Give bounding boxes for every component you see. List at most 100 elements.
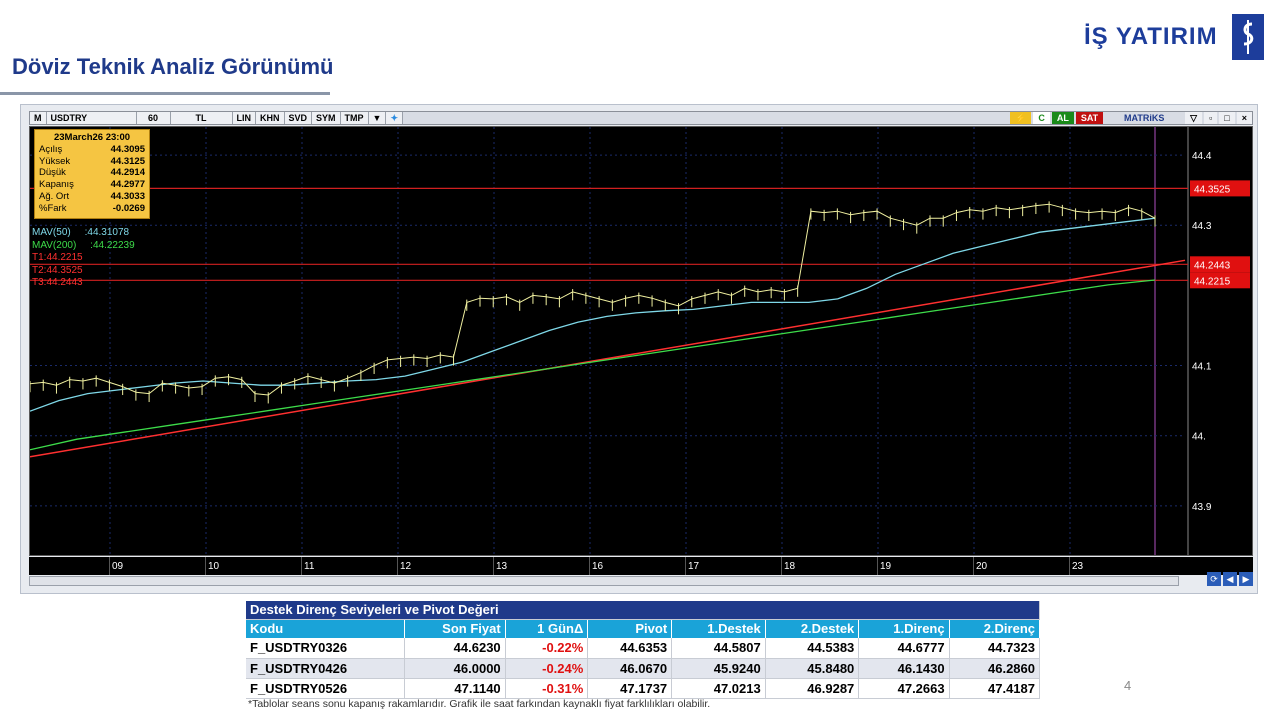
x-tick-label: 10: [205, 557, 219, 575]
infobox-value: 44.2914: [110, 167, 145, 179]
infobox-value: 44.3033: [110, 190, 145, 202]
y-tick-label: 44.1: [1192, 362, 1212, 373]
maximize-icon[interactable]: □: [1219, 112, 1235, 124]
khn-button[interactable]: KHN: [256, 112, 285, 124]
scroll-controls: ⟳ ◀ ▶: [1207, 571, 1253, 587]
column-header: 1 GünΔ: [505, 619, 589, 638]
tmp-button[interactable]: TMP: [340, 112, 369, 124]
brand-logo: İŞ YATIRIM: [1084, 14, 1264, 60]
twitter-icon[interactable]: ✦: [386, 112, 403, 124]
infobox-value: 44.2977: [110, 179, 145, 191]
infobox-label: Açılış: [39, 144, 63, 155]
y-tick-label: 44.4: [1192, 151, 1212, 162]
chart-plot-area[interactable]: 44.4 44.3 44.1 44. 43.9 44.3525 44.2443 44.2215…: [29, 126, 1253, 556]
window-menu-icon[interactable]: ▽: [1185, 112, 1203, 124]
infobox-row: Yüksek 44.3125: [39, 156, 145, 168]
table-cell: F_USDTRY0426: [246, 658, 405, 679]
scroll-right-icon[interactable]: ▶: [1239, 572, 1253, 586]
ohlc-infobox: 23March26 23:00 Açılış 44.3095 Yüksek 44.3…: [34, 129, 150, 219]
infobox-row: Ağ. Ort 44.3033: [39, 191, 145, 203]
buy-button[interactable]: AL: [1051, 112, 1074, 124]
menu-button[interactable]: M: [30, 112, 47, 124]
infobox-row: Açılış 44.3095: [39, 144, 145, 156]
legend-t3: T3:44.2443: [32, 277, 83, 288]
pivot-table: Destek Direnç Seviyeleri ve Pivot Değeri…: [246, 601, 1041, 699]
table-cell: 45.9240: [671, 658, 766, 679]
infobox-label: Düşük: [39, 167, 66, 179]
legend-mav50: MAV(50) :44.31078: [32, 227, 130, 238]
table-cell: 44.5383: [765, 638, 860, 659]
table-cell: 44.5807: [671, 638, 766, 659]
logo-text: İŞ YATIRIM: [1084, 23, 1218, 50]
table-cell: 47.4187: [949, 678, 1041, 699]
svd-button[interactable]: SVD: [284, 112, 313, 124]
level-tag: [1190, 272, 1250, 289]
level-tag: [1190, 256, 1250, 273]
brand-label: MATRiKS: [1124, 113, 1165, 123]
infobox-label: Ağ. Ort: [39, 190, 70, 202]
infobox-row: Kapanış 44.2977: [39, 179, 145, 191]
infobox-value: 44.3125: [110, 155, 145, 167]
table-cell: -0.24%: [505, 658, 589, 679]
scroll-left-icon[interactable]: ◀: [1223, 572, 1237, 586]
infobox-label: Yüksek: [39, 155, 71, 167]
infobox-value: 44.3095: [110, 144, 145, 155]
level-label: 44.3525: [1194, 184, 1231, 195]
level-tag: [1190, 180, 1250, 197]
lightning-icon[interactable]: ⚡: [1010, 112, 1032, 124]
table-title: Destek Direnç Seviyeleri ve Pivot Değeri: [246, 601, 1040, 620]
symbol-field[interactable]: USDTRY: [46, 112, 137, 124]
chart-toolbar: M USDTRY 60 TL LIN KHN SVD SYM TMP ▼ ✦ ⚡…: [29, 111, 1253, 125]
pivot-table-container: Destek Direnç Seviyeleri ve Pivot Değeri…: [246, 601, 1041, 699]
minimize-icon[interactable]: ▫: [1204, 112, 1218, 124]
sync-icon[interactable]: ⟳: [1207, 572, 1221, 586]
table-cell: 44.6230: [404, 638, 506, 659]
x-tick-label: 20: [973, 557, 987, 575]
table-cell: 47.1140: [404, 678, 506, 699]
indicator-legend: MAV(50) :44.31078 MAV(200) :44.22239 T1:…: [32, 227, 135, 290]
dropdown-arrow-icon[interactable]: ▼: [368, 112, 387, 124]
table-cell: 45.8480: [765, 658, 860, 679]
price-line: [29, 203, 1156, 396]
table-cell: 44.6777: [858, 638, 950, 659]
table-cell: 46.1430: [858, 658, 950, 679]
infobox-date: 23March26 23:00: [53, 132, 131, 143]
table-cell: 47.0213: [671, 678, 766, 699]
currency-field[interactable]: TL: [170, 112, 233, 124]
column-header: Son Fiyat: [404, 619, 506, 638]
x-axis: 09 10 11 12 13 16 17 18 19 20 23: [29, 557, 1253, 575]
page-number: 4: [1124, 678, 1132, 693]
level-label: 44.2215: [1194, 276, 1231, 287]
column-header: 1.Destek: [671, 619, 766, 638]
table-cell: 46.0000: [404, 658, 506, 679]
table-row: F_USDTRY0326 44.6230 -0.22% 44.6353 44.5…: [246, 638, 1041, 659]
legend-t1: T1:44.2215: [32, 252, 83, 263]
x-tick-label: 12: [397, 557, 411, 575]
table-header-row: Kodu Son Fiyat 1 GünΔ Pivot 1.Destek 2.D…: [246, 619, 1041, 638]
table-cell: 44.6353: [587, 638, 673, 659]
table-cell: F_USDTRY0326: [246, 638, 405, 659]
sell-button[interactable]: SAT: [1075, 112, 1104, 124]
x-tick-label: 13: [493, 557, 507, 575]
refresh-icon[interactable]: C: [1033, 112, 1050, 124]
table-cell: -0.22%: [505, 638, 589, 659]
table-cell: 44.7323: [949, 638, 1041, 659]
price-chart: 44.4 44.3 44.1 44. 43.9 44.3525 44.2443 44.2215: [29, 127, 1250, 555]
footnote: *Tablolar seans sonu kapanış rakamlarıdı…: [248, 698, 711, 710]
table-cell: 46.2860: [949, 658, 1041, 679]
period-field[interactable]: 60: [136, 112, 171, 124]
horizontal-scrollbar[interactable]: [29, 576, 1179, 586]
close-icon[interactable]: ×: [1236, 112, 1252, 124]
column-header: Kodu: [246, 619, 405, 638]
logo-mark-icon: [1231, 14, 1264, 60]
table-cell: 47.2663: [858, 678, 950, 699]
legend-t2: T2:44.3525: [32, 264, 83, 276]
infobox-value: -0.0269: [112, 202, 145, 214]
table-cell: -0.31%: [505, 678, 589, 699]
table-cell: 46.0670: [587, 658, 673, 679]
infobox-label: Kapanış: [39, 179, 74, 191]
scale-button[interactable]: LIN: [232, 112, 256, 124]
sym-button[interactable]: SYM: [312, 112, 341, 124]
level-label: 44.2443: [1194, 260, 1231, 271]
